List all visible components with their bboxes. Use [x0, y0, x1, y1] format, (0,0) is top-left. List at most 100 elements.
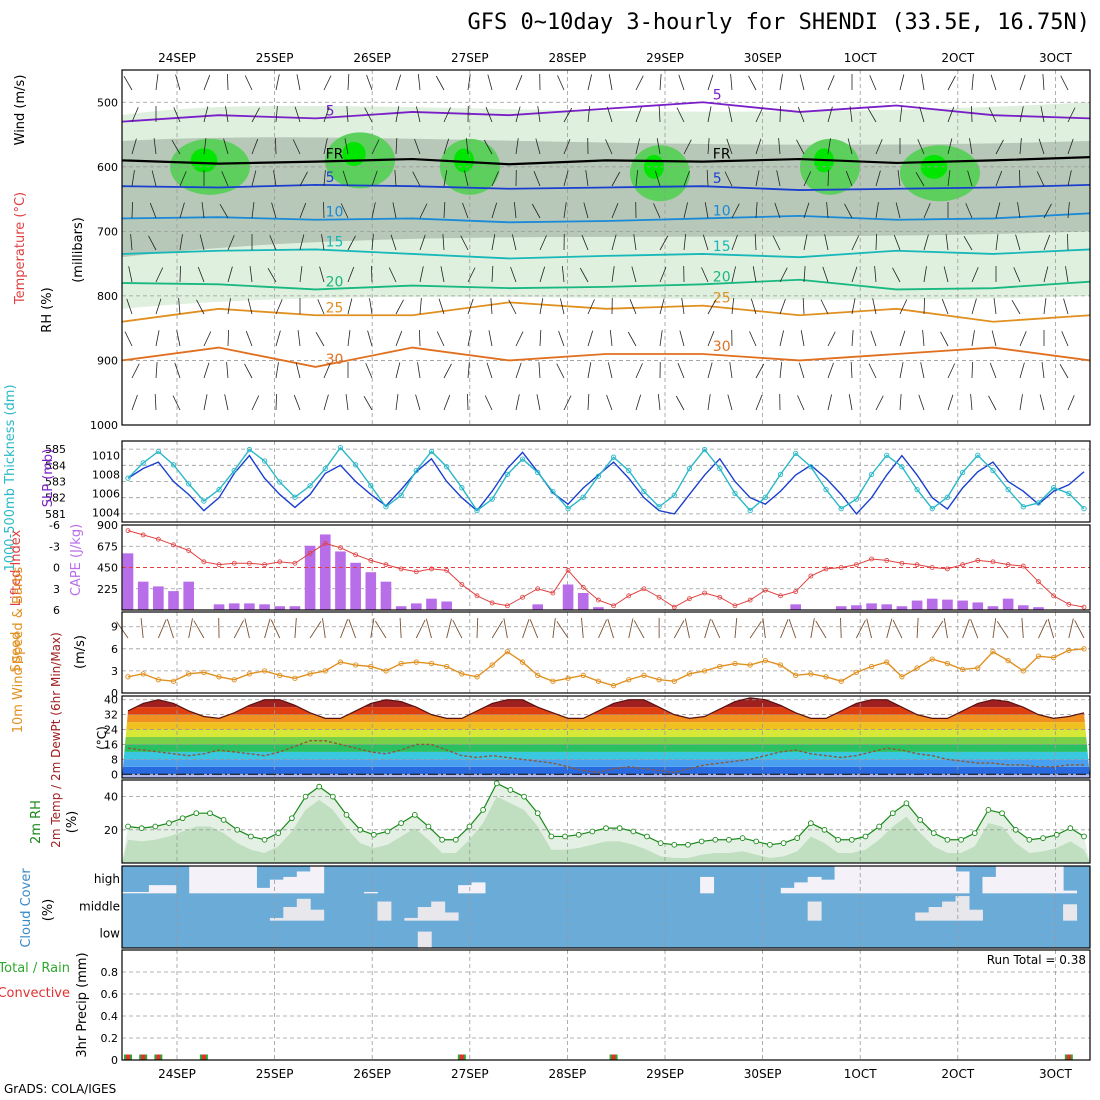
wind-barb	[435, 75, 445, 91]
wind-barb	[251, 395, 260, 411]
wind-barb	[707, 106, 712, 123]
li-marker	[823, 566, 829, 572]
wind-barb	[608, 74, 613, 91]
slp-tick-label: 1006	[92, 487, 120, 500]
top-date-label: 28SEP	[549, 51, 587, 65]
cloud-middle-cell	[377, 901, 392, 921]
wind10m-marker	[929, 656, 935, 662]
precip-convective-bar	[459, 1054, 464, 1060]
wind-barb	[585, 170, 589, 187]
wind-barb	[875, 202, 879, 219]
wind10m-barb	[415, 619, 426, 639]
wind-barb	[149, 202, 157, 219]
slp-marker	[580, 494, 586, 500]
thickness-frame	[121, 440, 1091, 523]
wind-barb	[1063, 298, 1069, 315]
wind10m-barb	[309, 620, 322, 639]
cloud-middle-cell	[942, 901, 957, 921]
cape-bar	[957, 600, 968, 610]
wind-barb	[563, 139, 571, 155]
wind-barb	[197, 266, 205, 283]
rh2m-marker	[562, 833, 568, 840]
wind-barb	[627, 331, 637, 347]
wind-barb	[850, 362, 853, 379]
wind-barb	[299, 202, 307, 219]
wind-barb	[390, 234, 397, 251]
li-marker	[990, 559, 996, 565]
wind-barb	[707, 362, 713, 379]
cloud-high-cell	[243, 866, 257, 894]
wind10m-line	[127, 648, 1085, 687]
cloud-high-cell	[283, 876, 298, 894]
wind-tick-label: 3	[111, 665, 118, 678]
wind-barb	[465, 138, 469, 155]
slp-marker	[519, 456, 526, 462]
wind-barb	[1042, 74, 1045, 91]
wind-barb	[681, 298, 685, 315]
wind-barb	[415, 394, 421, 411]
rh2m-marker	[671, 841, 678, 848]
wind-barb	[1013, 267, 1021, 283]
wind-barb	[969, 138, 973, 155]
wind-barb	[515, 331, 524, 347]
cape-bar	[168, 591, 179, 610]
wind10m-marker	[170, 678, 177, 684]
temp-band	[122, 737, 1090, 745]
wind-barb	[539, 330, 542, 347]
wind-barb	[128, 266, 133, 283]
wind10m-barb	[264, 618, 271, 639]
wind10m-barb	[348, 619, 357, 639]
wind-barb	[537, 106, 541, 123]
li-marker	[626, 593, 632, 599]
wind-barb	[827, 138, 831, 155]
slp-marker	[489, 496, 495, 502]
wind-unit-label: (m/s)	[73, 635, 88, 669]
wind-barb	[1059, 363, 1069, 379]
cloud-high-cell	[848, 866, 862, 894]
li-marker	[671, 604, 677, 610]
cape-bar	[274, 606, 286, 610]
bottom-date-label: 28SEP	[549, 1067, 587, 1081]
wind-barb	[892, 267, 901, 283]
wind10m-marker	[808, 671, 814, 677]
temp-band	[122, 751, 1090, 760]
rh2m-marker	[944, 836, 951, 843]
wind-barb	[1019, 74, 1026, 91]
wind-barb	[563, 107, 573, 123]
wind-barb	[414, 138, 421, 155]
li-marker	[580, 584, 586, 590]
li-marker	[869, 556, 874, 562]
wind-barb	[844, 203, 853, 219]
isotherm-label: FR	[713, 147, 731, 163]
wind-barb	[467, 74, 471, 91]
cloud-high-cell	[821, 879, 836, 894]
wind-barb	[293, 394, 301, 411]
wind-barb	[730, 74, 733, 91]
li-marker	[656, 594, 662, 600]
cloud-middle-cell	[296, 898, 311, 921]
wind-barb	[851, 330, 854, 347]
wind10m-barb	[886, 618, 893, 639]
li-tick-label: 3	[53, 583, 60, 596]
cape-bar	[532, 604, 544, 610]
wind-barb	[707, 138, 710, 155]
slp-marker	[686, 465, 693, 472]
wind-barb	[657, 394, 661, 411]
wind-barb	[538, 362, 541, 379]
isotherm-label: 25	[326, 300, 344, 316]
cloud-high-cell	[928, 866, 943, 894]
wind-barb	[395, 74, 402, 91]
wind-barb	[868, 363, 877, 379]
slp-tick-label: 1008	[92, 468, 120, 481]
cloud-middle-cell	[404, 917, 419, 921]
wind-barb	[491, 234, 496, 251]
li-marker	[474, 593, 480, 599]
wind-barb	[993, 298, 997, 315]
rh2m-marker	[220, 816, 227, 823]
cloud-middle-label: middle	[79, 899, 120, 913]
wind-barb	[269, 235, 277, 251]
wind-barb	[271, 202, 277, 219]
wind-barb	[755, 170, 760, 187]
wind-barb	[826, 202, 829, 219]
wind-barb	[707, 299, 717, 315]
